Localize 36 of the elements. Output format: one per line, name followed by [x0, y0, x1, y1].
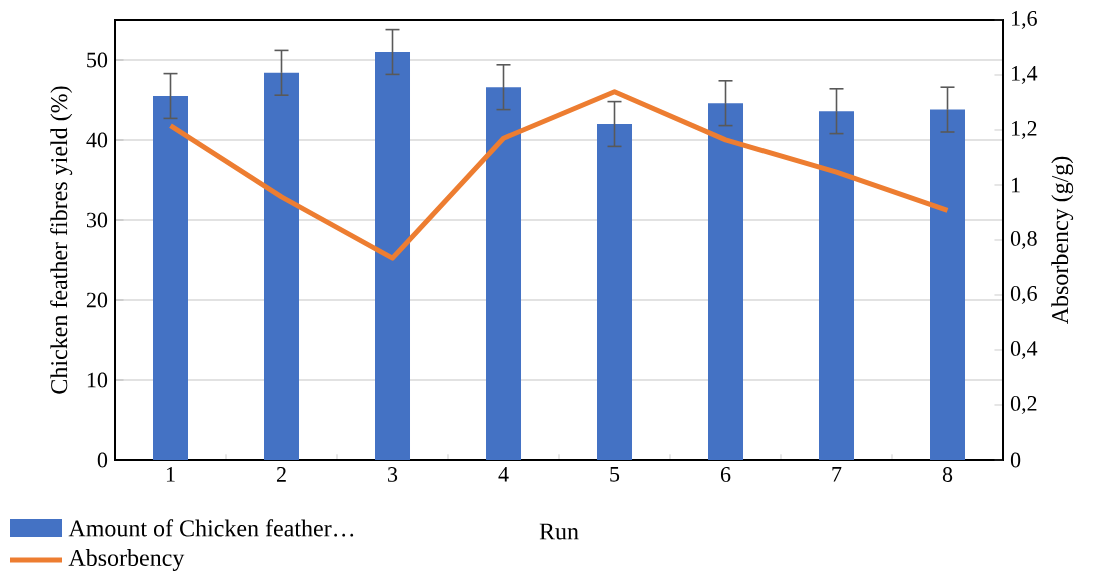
- x-tick-label: 2: [276, 467, 286, 482]
- y-tick-label: 50: [87, 52, 108, 68]
- x-tick-label: 5: [610, 467, 620, 482]
- y2-tick-label: 0: [1010, 452, 1021, 468]
- y2-tick-label: 1,6: [1012, 11, 1037, 29]
- legend-label: Amount of Chicken feather…: [68, 519, 354, 537]
- y-tick-label: 10: [87, 372, 108, 388]
- x-tick-label: 3: [388, 467, 398, 482]
- y2-tick-label: 0,4: [1010, 341, 1038, 360]
- bar: [486, 87, 522, 460]
- bar: [597, 124, 633, 460]
- y-tick-label: 20: [86, 292, 108, 308]
- y2-tick-label: 0,2: [1010, 396, 1037, 415]
- y2-tick-label: 0,6: [1010, 286, 1037, 305]
- y-tick-label: 0: [97, 452, 108, 468]
- y-tick-label: 30: [87, 212, 108, 228]
- bar: [264, 72, 299, 460]
- y-axis-title: Chicken feather fibres yield (%): [50, 86, 73, 394]
- x-tick-label: 8: [942, 467, 953, 482]
- x-tick-label: 4: [498, 467, 509, 482]
- x-tick-label: 1: [166, 467, 175, 482]
- bar: [708, 103, 744, 460]
- y2-tick-label: 1,2: [1012, 121, 1037, 139]
- bar: [375, 52, 411, 460]
- y2-tick-label: 1: [1012, 177, 1020, 193]
- y2-axis-title: Absorbency (g/g): [1051, 156, 1074, 325]
- bar: [930, 109, 965, 460]
- bar: [153, 96, 188, 460]
- y2-tick-label: 0,8: [1010, 231, 1037, 250]
- x-tick-label: 6: [720, 467, 731, 482]
- bar: [819, 111, 855, 460]
- x-tick-label: 7: [832, 467, 842, 482]
- y2-tick-label: 1,4: [1012, 66, 1038, 84]
- y-tick-label: 40: [86, 132, 108, 148]
- x-axis-title: Run: [539, 523, 579, 540]
- legend-label: Absorbency: [68, 549, 185, 571]
